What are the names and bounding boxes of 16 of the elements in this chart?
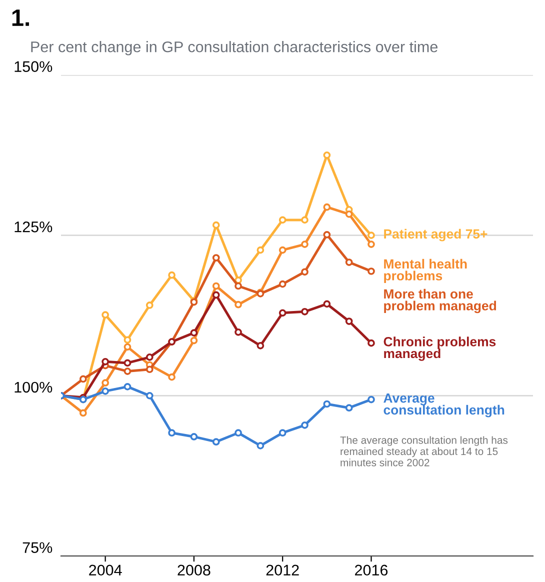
- y-tick-label: 125%: [14, 221, 52, 232]
- chart-subtitle: Per cent change in GP consultation characteristics over time: [31, 41, 438, 56]
- series-label: Chronic problems managed: [384, 336, 496, 361]
- series-label: Average consultation length: [384, 394, 504, 418]
- y-tick-label: 100%: [14, 382, 52, 393]
- x-tick-label: 2008: [178, 564, 210, 576]
- annotation: The average consultation length has remained steady at about 14 to 15 minutes since 2002: [340, 436, 508, 466]
- series-label: Patient aged 75+: [384, 228, 488, 242]
- series-label: Mental health problems: [384, 258, 467, 284]
- chart-title: 1.: [12, 10, 29, 26]
- x-tick-label: 2004: [89, 564, 122, 576]
- x-tick-label: 2012: [266, 564, 299, 576]
- series-label: More than one problem managed: [384, 288, 496, 314]
- y-tick-label: 75%: [22, 542, 52, 553]
- x-tick-label: 2016: [355, 564, 388, 576]
- y-tick-label: 150%: [14, 61, 52, 72]
